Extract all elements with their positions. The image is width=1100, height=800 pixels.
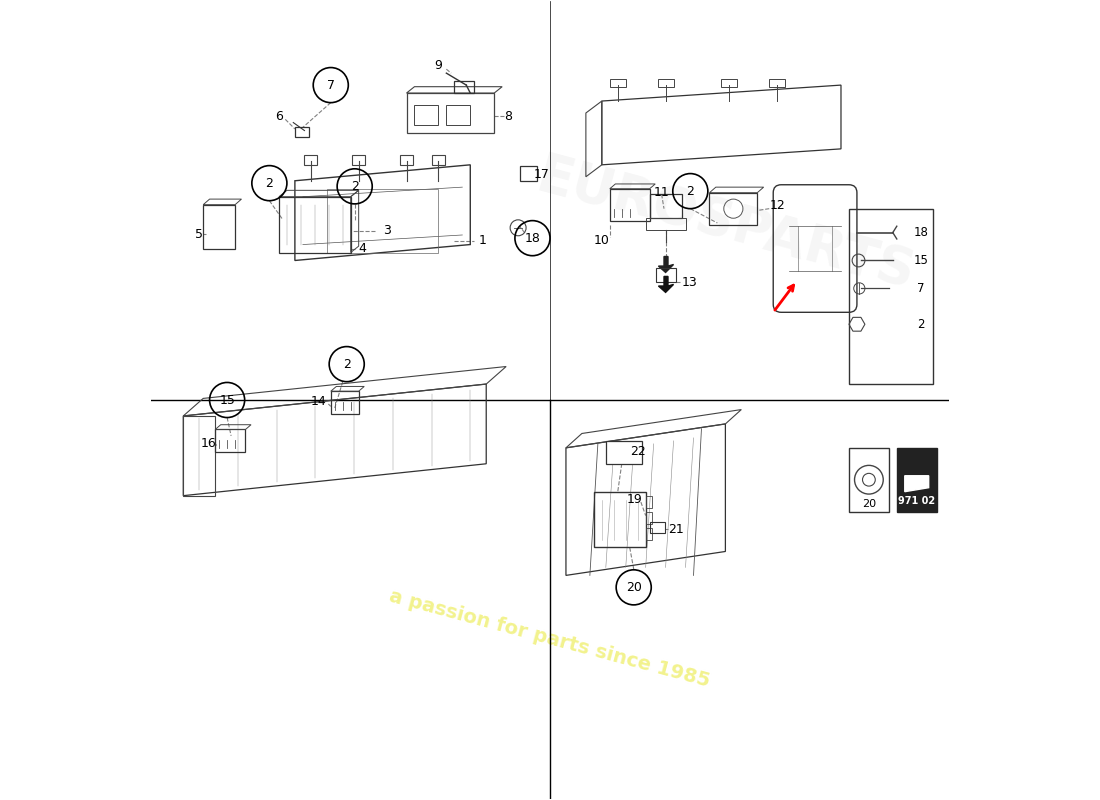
Bar — [609, 189, 650, 221]
Text: 19: 19 — [627, 493, 642, 506]
Bar — [658, 78, 673, 86]
Bar — [849, 209, 933, 384]
Text: 4: 4 — [359, 242, 366, 255]
Bar — [184, 416, 216, 496]
Text: 14: 14 — [311, 395, 327, 408]
Bar — [606, 442, 641, 464]
Bar — [646, 218, 685, 230]
Bar — [454, 81, 474, 93]
Bar — [896, 448, 937, 512]
Bar — [447, 105, 471, 125]
Text: 2: 2 — [686, 185, 694, 198]
Bar — [656, 268, 676, 282]
Text: 13: 13 — [682, 275, 697, 289]
Bar — [432, 155, 444, 165]
Bar — [295, 127, 309, 137]
Bar — [646, 512, 652, 523]
Bar — [352, 155, 365, 165]
Text: a passion for parts since 1985: a passion for parts since 1985 — [387, 587, 713, 691]
Bar — [710, 193, 757, 225]
Text: 2: 2 — [343, 358, 351, 370]
Text: 11: 11 — [653, 186, 670, 199]
Text: 6: 6 — [275, 110, 283, 123]
Text: 12: 12 — [769, 199, 785, 212]
Text: 10: 10 — [594, 234, 609, 247]
Text: 22: 22 — [630, 446, 646, 458]
Bar — [279, 197, 351, 253]
Text: 20: 20 — [861, 498, 876, 509]
Bar — [415, 105, 439, 125]
Text: 8: 8 — [505, 110, 513, 123]
Text: 5: 5 — [195, 228, 204, 241]
Bar — [216, 430, 245, 452]
Text: 18: 18 — [913, 226, 928, 239]
Bar — [594, 492, 646, 547]
Bar — [204, 205, 235, 249]
Bar — [609, 78, 626, 86]
Text: 7: 7 — [327, 78, 334, 91]
Polygon shape — [905, 476, 928, 492]
Bar — [849, 448, 889, 512]
Bar — [769, 78, 785, 86]
Text: 17: 17 — [535, 168, 550, 181]
Bar — [650, 522, 664, 533]
Text: 15: 15 — [913, 254, 928, 267]
Text: 21: 21 — [668, 522, 684, 536]
Bar — [331, 391, 359, 414]
Text: 18: 18 — [525, 232, 540, 245]
Text: 2: 2 — [917, 318, 924, 330]
Text: 16: 16 — [201, 438, 217, 450]
Bar — [407, 93, 494, 133]
Text: 15: 15 — [219, 394, 235, 406]
Text: 1: 1 — [478, 234, 486, 247]
Bar — [650, 194, 682, 218]
Polygon shape — [659, 257, 673, 273]
Bar — [722, 78, 737, 86]
Bar — [519, 166, 537, 181]
Bar — [305, 155, 317, 165]
Text: 9: 9 — [434, 58, 442, 72]
Text: 3: 3 — [383, 225, 390, 238]
Bar — [327, 189, 439, 253]
Text: 2: 2 — [265, 177, 273, 190]
Bar — [400, 155, 412, 165]
Text: 971 02: 971 02 — [899, 496, 935, 506]
Bar — [646, 496, 652, 508]
Text: 2: 2 — [351, 180, 359, 193]
Text: EUROSPARTS: EUROSPARTS — [530, 149, 920, 300]
Polygon shape — [659, 277, 673, 292]
Text: 7: 7 — [917, 282, 924, 295]
Text: 20: 20 — [626, 581, 641, 594]
Bar — [646, 527, 652, 539]
